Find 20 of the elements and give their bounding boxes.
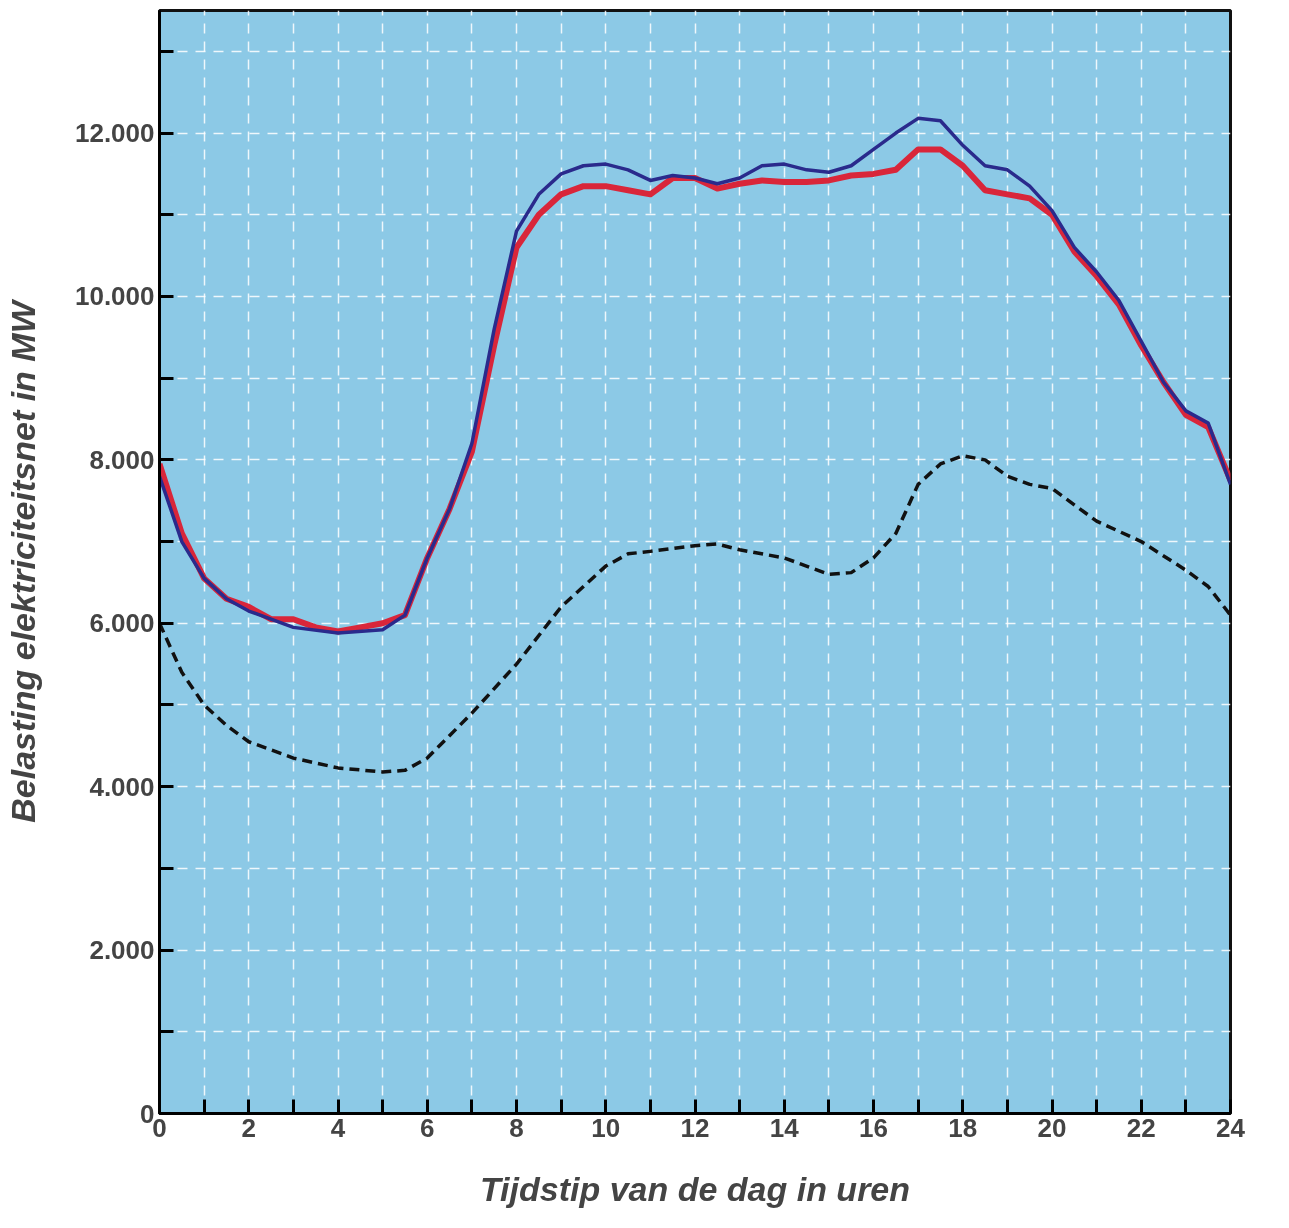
x-tick-label: 20 (1037, 1112, 1067, 1143)
y-axis-title: Belasting elektriciteitsnet in MW (3, 298, 42, 823)
x-tick-label: 6 (420, 1112, 435, 1143)
x-tick-label: 2 (241, 1112, 256, 1143)
y-tick-label: 6.000 (89, 608, 155, 639)
x-tick-label: 22 (1126, 1112, 1156, 1143)
y-tick-label: 2.000 (89, 935, 155, 966)
y-tick-label: 12.000 (74, 118, 155, 149)
y-tick-label: 4.000 (89, 771, 155, 802)
x-tick-label: 24 (1216, 1112, 1246, 1143)
y-tick-label: 10.000 (74, 281, 155, 312)
y-tick-label: 8.000 (89, 444, 155, 475)
x-tick-label: 12 (680, 1112, 710, 1143)
x-tick-label: 14 (769, 1112, 800, 1143)
x-axis-title: Tijdstip van de dag in uren (479, 1169, 911, 1208)
x-tick-label: 8 (509, 1112, 524, 1143)
x-tick-label: 18 (948, 1112, 978, 1143)
x-tick-label: 4 (330, 1112, 346, 1143)
x-tick-label: 10 (591, 1112, 621, 1143)
x-tick-label: 16 (859, 1112, 888, 1143)
